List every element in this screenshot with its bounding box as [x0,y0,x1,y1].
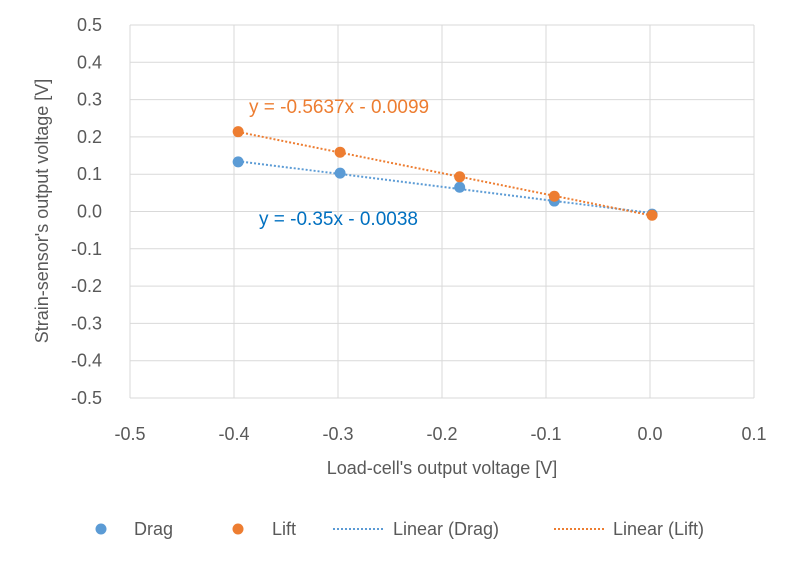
legend: Drag Lift Linear (Drag) Linear (Lift) [95,519,704,539]
legend-drag-marker [95,523,107,535]
legend-lift-label: Lift [272,519,296,539]
trendline-drag [238,160,653,215]
trendlines [237,130,653,217]
y-tick-label: -0.1 [71,239,102,259]
x-tick-label: 0.1 [741,424,766,444]
legend-linear-lift-label: Linear (Lift) [613,519,704,539]
x-tick-label: -0.3 [322,424,353,444]
x-tick-label: 0.0 [637,424,662,444]
x-tick-label: -0.1 [530,424,561,444]
y-tick-label: 0.4 [77,52,102,72]
y-tick-label: -0.4 [71,351,102,371]
y-tick-label: 0.3 [77,90,102,110]
y-axis-title: Strain-sensor's output voltage [V] [32,79,52,344]
y-tick-label: -0.5 [71,388,102,408]
gridlines [129,24,755,399]
y-tick-label: 0.1 [77,164,102,184]
data-points [232,126,658,221]
x-axis-title: Load-cell's output voltage [V] [327,458,558,478]
lift-equation-label: y = -0.5637x - 0.0099 [249,97,429,118]
y-tick-label: 0.2 [77,127,102,147]
lift-point [232,126,244,138]
y-tick-labels: 0.5 0.4 0.3 0.2 0.1 0.0 -0.1 -0.2 -0.3 -0.4 -0.5 [71,15,102,408]
x-tick-label: -0.4 [218,424,249,444]
y-tick-label: 0.5 [77,15,102,35]
lift-point [454,171,466,183]
lift-point [334,146,346,158]
y-tick-label: -0.3 [71,313,102,333]
x-tick-labels: -0.5 -0.4 -0.3 -0.2 -0.1 0.0 0.1 [114,424,766,444]
drag-equation-label: y = -0.35x - 0.0038 [259,209,418,230]
legend-lift-marker [232,523,244,535]
lift-point [646,209,658,221]
x-tick-label: -0.5 [114,424,145,444]
y-tick-label: -0.2 [71,276,102,296]
drag-point [454,181,466,193]
drag-point [334,167,346,179]
legend-drag-label: Drag [134,519,173,539]
lift-point [548,190,560,202]
y-tick-label: 0.0 [77,202,102,222]
x-tick-label: -0.2 [426,424,457,444]
drag-point [232,156,244,168]
legend-linear-drag-label: Linear (Drag) [393,519,499,539]
